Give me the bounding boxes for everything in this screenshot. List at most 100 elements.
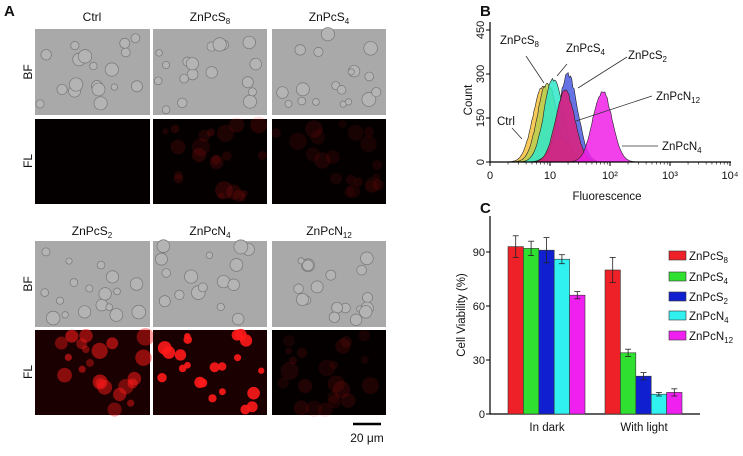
fluorescent-spot [296,347,308,359]
fluorescent-spot [271,128,281,138]
cell [295,82,310,97]
fluorescent-spot [305,120,323,138]
fluorescent-spot [135,349,152,366]
annotation-znpcn12: ZnPcN12 [656,91,701,105]
legend-swatch-znpcs4 [668,271,687,282]
fluorescent-spot [211,155,221,165]
cell [294,44,306,56]
fluorescent-spot [329,361,339,370]
cell [120,47,131,58]
fluorescent-spot [335,338,351,354]
fluorescent-spot [364,179,378,193]
y-axis-label-count: Count [463,84,475,115]
cell [320,27,335,42]
cell [205,251,214,259]
fluorescent-spot [360,355,369,364]
cell [70,41,80,51]
legend-label-znpcn4: ZnPcN4 [689,311,729,325]
fluorescence-image [153,328,267,415]
cell [177,97,188,109]
cell [328,311,340,323]
cell [161,268,171,278]
legend-swatch-znpcs8 [668,250,687,261]
fluorescent-spot [288,356,297,365]
cell [155,49,163,57]
cell [98,287,112,301]
cell [297,257,305,265]
cell [119,37,131,49]
cell [249,57,262,71]
fluorescent-spot [346,174,357,185]
fluorescent-spot [327,375,345,393]
cell [363,41,378,56]
fluorescent-spot [344,186,355,198]
fluorescent-spot [174,349,187,361]
cell [45,310,61,326]
fluorescent-spot [280,361,299,380]
fluorescent-spot [184,361,191,369]
legend-label-znpcn12: ZnPcN12 [689,331,734,345]
cell [162,60,171,69]
fluorescent-spot [332,380,351,399]
cell [174,289,185,300]
bar-znpcs2 [538,249,555,415]
fluorescent-spot [170,124,180,134]
legend: ZnPcS8 ZnPcS4 ZnPcS2 ZnPcN4 ZnPcN12 [668,250,734,345]
annotation-arrows [511,55,658,147]
bar-znpcn12 [569,294,586,415]
cell [229,258,244,272]
x-tick-label: 10 [544,170,556,182]
bar-chart: 0 30 60 90 [473,216,700,421]
cell [362,292,373,303]
fluorescent-spot [229,117,245,133]
cell [78,305,92,319]
fluorescent-spot [136,328,155,346]
bar-znpcs4 [523,248,540,415]
fluorescent-spot [192,148,207,163]
cell [310,280,324,294]
row-label-bf: BF [21,64,35,79]
col-title-znpcn12: ZnPcN12 [306,224,352,240]
cell [345,98,353,106]
cell [153,76,163,86]
cell [247,87,257,97]
fluorescence-image [35,328,155,417]
x-axis-label-fluorescence: Fluorescence [572,191,641,203]
legend-label-znpcs2: ZnPcS2 [689,292,729,306]
fluorescent-spot [106,337,119,350]
fluorescent-spot [318,359,336,377]
fluorescent-spot [194,376,206,388]
cell [364,71,375,82]
fluorescent-spot [76,338,87,350]
cell [241,76,254,89]
legend-swatch-znpcn12 [668,330,687,341]
legend-swatch-znpcs2 [668,291,687,302]
y-tick-label: 0 [479,409,485,421]
bar-znpcs8 [604,269,621,415]
fluorescent-spot [126,399,135,407]
row-label-fl: FL [21,154,35,168]
fluorescent-spot [64,353,72,361]
cell [69,278,79,287]
fluorescent-spot [310,130,325,145]
col-title-znpcs2: ZnPcS2 [72,224,113,240]
brightfield-image [153,239,267,327]
cell [231,312,245,326]
cell [65,257,73,265]
cell [216,302,225,312]
cell [284,99,293,108]
fluorescent-spot [234,328,247,341]
fluorescent-spot [298,378,313,394]
cell [41,247,51,257]
cell [242,35,256,50]
y-tick-label: 300 [475,65,487,83]
fluorescent-spot [91,342,108,359]
fluorescent-spot [82,345,90,354]
cell [179,73,189,84]
fluorescent-spot [360,135,377,153]
fluorescent-spot [257,151,267,160]
fluorescent-spot [285,347,293,355]
cell [96,260,106,270]
cell [233,239,249,255]
cell [35,99,45,109]
